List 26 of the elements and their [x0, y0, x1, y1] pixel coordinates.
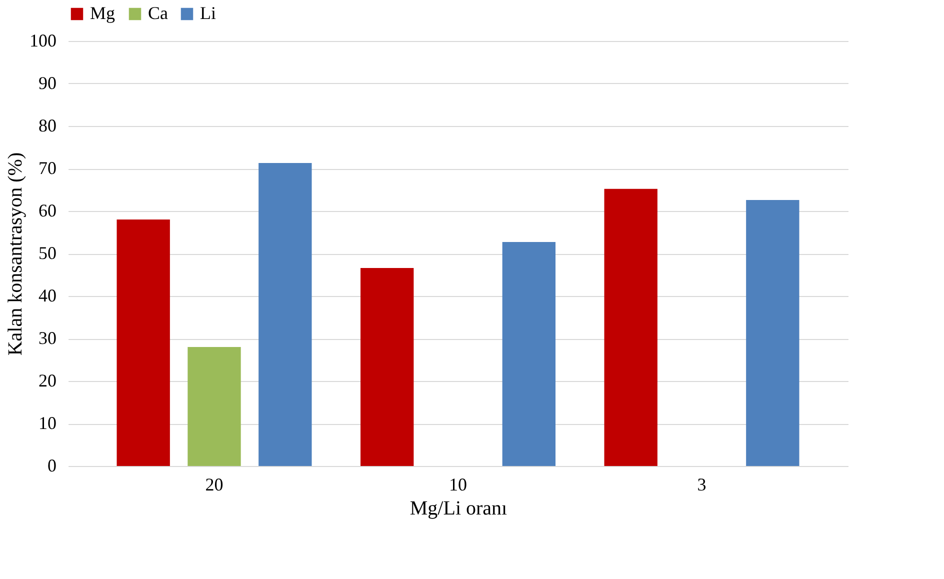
y-tick-label: 20 — [38, 370, 56, 390]
y-tick-label: 80 — [38, 116, 56, 136]
x-tick-label: 10 — [449, 474, 467, 494]
legend-label: Li — [200, 3, 216, 23]
legend-label: Mg — [90, 3, 116, 23]
legend-label: Ca — [148, 3, 168, 23]
y-tick-label: 90 — [38, 73, 56, 93]
bar — [604, 188, 658, 466]
y-tick-label: 30 — [38, 328, 56, 348]
y-tick-label: 50 — [38, 243, 56, 263]
bar — [502, 242, 556, 466]
bar — [258, 162, 312, 466]
bar — [360, 268, 414, 466]
y-tick-label: 40 — [38, 286, 56, 306]
y-tick-label: 0 — [48, 456, 56, 476]
y-tick-label: 10 — [38, 413, 56, 433]
x-tick-label: 20 — [205, 474, 224, 494]
bar — [188, 347, 241, 466]
y-tick-label: 70 — [38, 158, 56, 178]
x-axis-title: Mg/Li oranı — [410, 498, 508, 520]
y-tick-label: 60 — [38, 200, 56, 220]
bar — [116, 220, 170, 466]
y-axis-title: Kalan konsantrasyon (%) — [4, 152, 26, 356]
x-tick-label: 3 — [697, 474, 706, 494]
y-tick-label: 100 — [30, 30, 56, 50]
bar — [746, 200, 800, 466]
